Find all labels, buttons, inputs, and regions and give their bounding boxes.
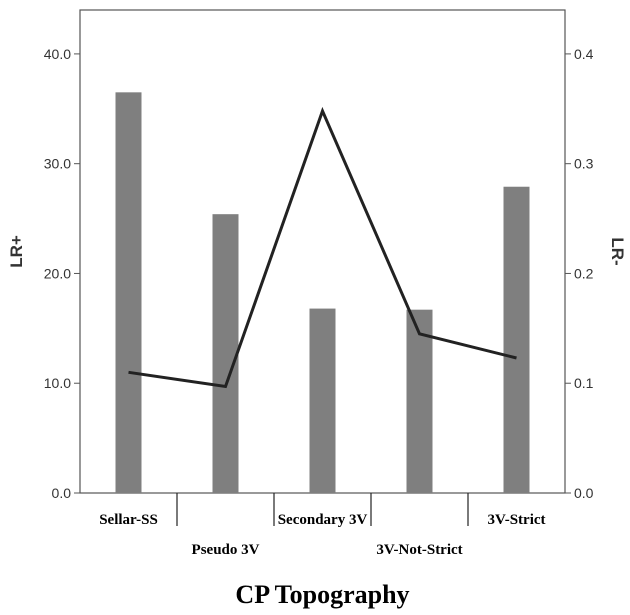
- y-left-tick-label: 20.0: [44, 265, 71, 281]
- bar: [115, 92, 142, 494]
- line-series-path: [128, 106, 517, 389]
- y-right-tick-label: 0.2: [574, 265, 594, 281]
- y-right-tick-label: 0.1: [574, 375, 594, 391]
- y-left-tick-label: 40.0: [44, 46, 71, 62]
- x-category-label: 3V-Not-Strict: [376, 542, 462, 558]
- y-left-tick-label: 30.0: [44, 156, 71, 172]
- y-left-tick-label: 0.0: [52, 485, 72, 501]
- lr-minus-line: [128, 106, 517, 389]
- y-left-tick-label: 10.0: [44, 375, 71, 391]
- y-right-tick-label: 0.4: [574, 46, 594, 62]
- bar: [212, 214, 239, 493]
- bar: [309, 308, 336, 493]
- y-right-tick-label: 0.0: [574, 485, 594, 501]
- bar: [406, 309, 433, 493]
- x-category-label: Sellar-SS: [99, 512, 158, 528]
- x-category-label: Secondary 3V: [278, 512, 368, 528]
- y-right-tick-label: 0.3: [574, 156, 594, 172]
- x-category-label: 3V-Strict: [487, 512, 545, 528]
- y-right-axis-title: LR-: [608, 237, 627, 265]
- tick-labels: 0.0 10.0 20.0 30.0 40.0 0.0 0.1 0.2 0.3 0.4 Sellar…: [44, 46, 594, 558]
- x-category-label: Pseudo 3V: [192, 542, 260, 558]
- bar: [503, 186, 530, 494]
- x-axis-title: CP Topography: [235, 580, 409, 609]
- bars: [115, 92, 530, 494]
- y-left-axis-title: LR+: [7, 235, 26, 268]
